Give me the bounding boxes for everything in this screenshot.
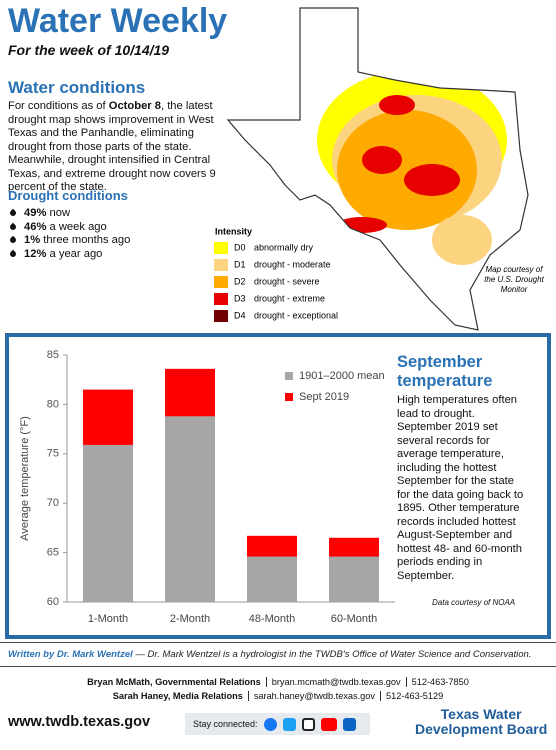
chart-box [5,333,551,639]
legend-code: D4 [234,310,246,320]
title: Water Weekly [8,2,228,40]
bar [83,444,133,602]
sidebar-text: High temperatures often lead to drought.… [397,394,524,582]
bar [165,416,215,602]
rule [0,666,556,667]
y-tick-label: 80 [47,398,59,410]
contacts: Bryan McMath, Governmental Relations brya… [0,675,556,703]
value: 49% [24,207,47,219]
text: a year ago [49,247,103,260]
legend-swatch [214,242,228,254]
x-tick-label: 48-Month [249,613,295,625]
chart: 60 65 70 75 80 85 Average temperature (°F) 1-Mo… [19,349,395,625]
text: October 8 [108,100,161,112]
legend-swatch [214,310,228,322]
drought-list: 49% now 46% a week ago 1% three months ago… [8,207,130,261]
social: Stay connected: [185,713,370,735]
bullet [8,208,18,218]
list-item: 49% now [8,207,130,221]
legend-swatch [214,259,228,271]
bullet [8,235,18,245]
youtube[interactable] [320,718,337,732]
legend-swatch [285,393,293,401]
text: For conditions as of [8,100,109,112]
linkedin[interactable] [342,718,356,732]
text: a week ago [49,220,107,233]
legend-title: Intensity [215,226,252,236]
contact: Bryan McMath, Governmental Relations brya… [0,675,556,689]
legend-label: drought - extreme [254,293,325,303]
legend-swatch [214,293,228,305]
bar [247,556,297,602]
stay-label: Stay connected: [193,719,258,729]
list-item: 46% a week ago [8,221,130,235]
contact-email: sarah.haney@twdb.texas.gov [247,691,375,701]
text: now [49,207,71,219]
author: Written by Dr. Mark Wentzel [8,649,133,660]
legend-code: D0 [234,242,246,252]
x-tick-label: 1-Month [88,613,128,625]
legend-label: abnormally dry [254,242,314,252]
text: three months ago [43,234,131,246]
x-tick-label: 60-Month [331,613,377,625]
list-item: 1% three months ago [8,234,130,248]
bar [329,556,379,602]
legend-label: drought - moderate [254,259,331,269]
sidebar-heading: September temperature [397,353,493,390]
x-tick-label: 2-Month [170,613,210,625]
legend-label: drought - severe [254,276,320,286]
value: 46% [24,220,47,233]
y-tick-label: 85 [47,349,59,361]
instagram[interactable] [301,718,315,732]
logo-line: Development Board [415,721,548,737]
y-tick-label: 70 [47,497,59,509]
legend-label: drought - exceptional [254,310,338,320]
legend-label: Sept 2019 [299,391,349,403]
contact-phone: 512-463-7850 [405,677,469,687]
legend-label: 1901–2000 mean [299,370,385,382]
logo: Texas Water Development Board [415,707,547,737]
y-tick-label: 65 [47,547,59,559]
facebook[interactable] [263,718,277,732]
rule [0,642,556,643]
contact-name: Bryan McMath, Governmental Relations [87,677,261,687]
subtitle: For the week of 10/14/19 [8,42,170,58]
legend-code: D1 [234,259,246,269]
twitter[interactable] [282,718,296,732]
legend-code: D2 [234,276,246,286]
legend-code: D3 [234,293,246,303]
value: 12% [24,247,47,260]
legend-swatch [214,276,228,288]
bullet [8,222,18,231]
text: , the latest drought map shows improveme… [8,100,216,193]
list-item: 12% a year ago [8,248,130,262]
value: 1% [24,234,41,246]
section-heading: Drought conditions [8,188,128,203]
url[interactable]: www.twdb.texas.gov [8,714,151,730]
y-tick-label: 75 [47,448,59,460]
drought-map: Intensity D0 abnormally dry D1 drought - mod… [214,7,545,331]
source: Data courtesy of NOAA [432,598,516,607]
section-heading: Water conditions [8,78,146,97]
legend-swatch [285,372,293,380]
paragraph: For conditions as of October 8, the late… [8,100,223,195]
bio: — Dr. Mark Wentzel is a hydrologist in t… [135,649,532,660]
contact-name: Sarah Haney, Media Relations [112,691,243,701]
contact: Sarah Haney, Media Relations sarah.haney@… [0,689,556,703]
map-credit: Map courtesy of the U.S. Drought Monitor [484,265,544,294]
credit: Written by Dr. Mark Wentzel — Dr. Mark W… [8,649,531,660]
y-tick-label: 60 [47,596,59,608]
y-axis-title: Average temperature (°F) [19,416,31,541]
logo-line: Texas Water [440,706,522,722]
contact-phone: 512-463-5129 [380,691,444,701]
contact-email: bryan.mcmath@twdb.texas.gov [265,677,401,687]
bullet [8,249,18,258]
